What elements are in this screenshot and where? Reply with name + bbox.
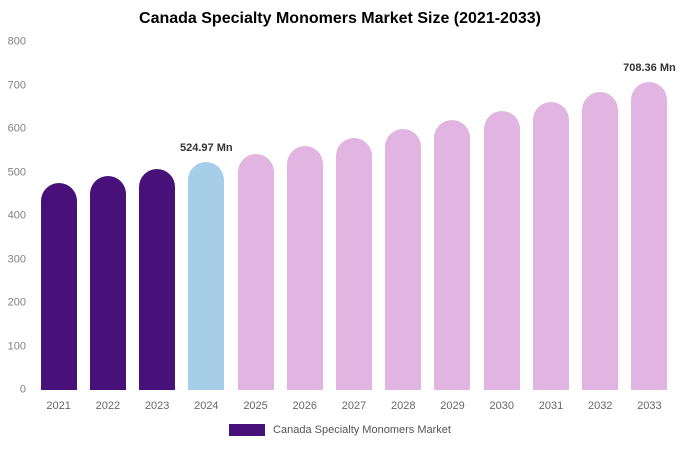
- x-tick-label: 2029: [440, 400, 465, 412]
- bar-2023[interactable]: [139, 169, 176, 390]
- bar-2031[interactable]: [532, 101, 569, 390]
- bar-column: 2024 524.97 Mn: [180, 42, 233, 412]
- bar-column: 2022: [83, 42, 132, 412]
- y-tick-label: 600: [7, 122, 26, 135]
- y-tick-label: 700: [7, 79, 26, 91]
- bar-2022[interactable]: [89, 176, 126, 390]
- bar-column: 2033 708.36 Mn: [623, 42, 676, 412]
- x-tick-label: 2031: [538, 400, 564, 412]
- bar-2029[interactable]: [434, 120, 471, 390]
- bar-column: 2031: [526, 42, 575, 412]
- plot-area: 2021 2022 2023 2024 524.97 Mn 2025 2026 2027 202…: [34, 42, 676, 412]
- bar-2028[interactable]: [385, 129, 422, 390]
- y-tick-label: 500: [7, 166, 26, 178]
- x-tick-label: 2024: [194, 400, 219, 412]
- chart-title: Canada Specialty Monomers Market Size (2…: [139, 10, 541, 27]
- legend-swatch: [229, 424, 266, 436]
- x-tick-label: 2023: [144, 400, 170, 412]
- x-tick-label: 2027: [341, 400, 367, 412]
- bar-column: 2032: [576, 42, 625, 412]
- bar-2032[interactable]: [582, 91, 619, 390]
- x-tick-label: 2025: [243, 400, 268, 412]
- bar-column: 2023: [132, 42, 181, 412]
- y-tick-label: 100: [7, 340, 26, 352]
- bar-column: 2027: [329, 42, 378, 412]
- x-tick-label: 2021: [46, 400, 71, 412]
- x-tick-label: 2030: [489, 400, 514, 412]
- bar-column: 2030: [477, 42, 526, 412]
- bar-2030[interactable]: [483, 111, 520, 390]
- x-tick-label: 2032: [587, 400, 613, 412]
- bar-value-label: 524.97 Mn: [180, 141, 233, 154]
- legend-label: Canada Specialty Monomers Market: [273, 424, 451, 436]
- x-tick-label: 2026: [292, 400, 318, 412]
- bar-column: 2021: [34, 42, 83, 412]
- y-tick-label: 300: [7, 253, 26, 265]
- y-tick-label: 200: [7, 296, 26, 309]
- bar-2021[interactable]: [40, 183, 77, 390]
- y-axis: 0 100 200 300 400 500 600 700 800: [0, 36, 28, 395]
- x-tick-label: 2033: [637, 400, 662, 412]
- bar-2024[interactable]: [188, 161, 225, 390]
- y-tick-label: 0: [19, 383, 26, 396]
- bar-2025[interactable]: [237, 153, 274, 390]
- x-tick-label: 2022: [95, 400, 121, 412]
- bar-column: 2029: [428, 42, 477, 412]
- bar-value-label: 708.36 Mn: [623, 61, 676, 74]
- bar-column: 2025: [231, 42, 280, 412]
- legend: Canada Specialty Monomers Market: [0, 424, 680, 436]
- x-tick-label: 2028: [391, 400, 416, 412]
- bar-2033[interactable]: [631, 81, 668, 390]
- bar-2027[interactable]: [336, 137, 373, 390]
- y-tick-label: 400: [7, 209, 26, 222]
- bar-column: 2028: [379, 42, 428, 412]
- bar-2026[interactable]: [286, 145, 323, 390]
- bar-column: 2026: [280, 42, 329, 412]
- y-tick-label: 800: [7, 35, 26, 48]
